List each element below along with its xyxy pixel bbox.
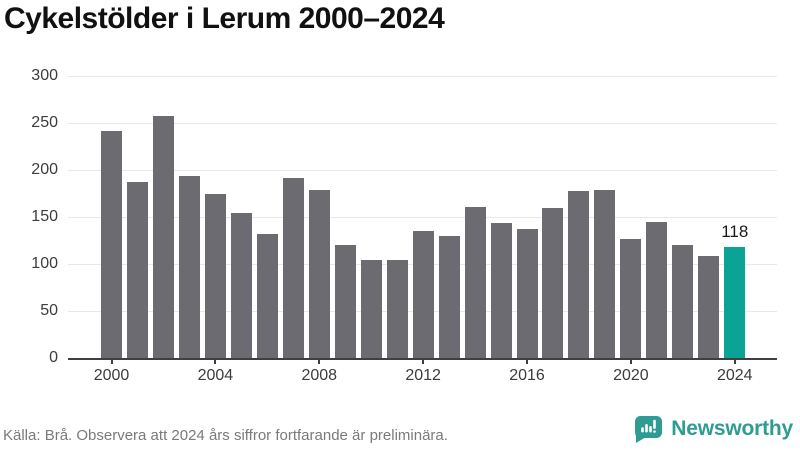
y-tick-label: 300 <box>31 67 58 84</box>
bar-2010 <box>360 260 382 358</box>
bar-2017 <box>542 207 564 358</box>
x-tick-mark <box>422 358 425 364</box>
bar-2011 <box>386 260 408 358</box>
bar-2024-highlight <box>724 247 746 358</box>
bar-2014 <box>464 206 486 358</box>
y-tick-label: 0 <box>49 349 58 366</box>
bar-2000 <box>101 131 122 358</box>
x-tick-mark <box>733 358 736 364</box>
plot-area <box>68 76 777 360</box>
bar-2001 <box>126 182 148 358</box>
bar-2009 <box>334 245 356 358</box>
x-tick-mark <box>214 358 217 364</box>
x-tick-label: 2016 <box>509 367 545 384</box>
x-tick-mark <box>318 358 321 364</box>
newsworthy-logo-icon <box>634 415 663 444</box>
bar-2003 <box>178 175 200 358</box>
x-tick-label: 2000 <box>93 367 130 384</box>
gridline <box>68 170 777 171</box>
gridline <box>68 217 777 218</box>
x-tick-label: 2020 <box>613 367 649 384</box>
bar-2018 <box>568 190 590 358</box>
gridline <box>68 123 777 124</box>
y-tick-label: 100 <box>31 255 58 272</box>
bar-2007 <box>282 177 304 358</box>
y-tick-label: 150 <box>31 208 58 225</box>
bar-2020 <box>620 238 642 358</box>
bar-2008 <box>308 189 330 358</box>
x-tick-mark <box>526 358 529 364</box>
bar-2012 <box>412 231 434 358</box>
y-tick-label: 250 <box>31 114 58 131</box>
bar-2013 <box>438 235 460 358</box>
x-tick-label: 2004 <box>197 367 234 384</box>
bar-2002 <box>152 116 174 358</box>
highlight-value-label: 118 <box>721 222 749 242</box>
bar-2022 <box>672 245 694 358</box>
bar-2015 <box>490 222 512 358</box>
x-tick-mark <box>110 358 113 364</box>
bar-2004 <box>204 194 226 358</box>
newsworthy-logo-text: Newsworthy <box>671 417 793 440</box>
bar-2005 <box>230 213 252 358</box>
source-note: Källa: Brå. Observera att 2024 års siffr… <box>3 427 448 444</box>
x-tick-label: 2012 <box>405 367 441 384</box>
x-tick-label: 2008 <box>301 367 338 384</box>
y-tick-label: 50 <box>40 302 58 319</box>
bar-2021 <box>646 221 668 358</box>
bar-2023 <box>698 255 720 358</box>
bar-2006 <box>256 233 278 358</box>
x-axis: 2000 2004 2008 2012 2016 2020 2024 <box>68 358 777 398</box>
x-tick-label: 2024 <box>716 367 753 384</box>
chart-title: Cykelstölder i Lerum 2000–2024 <box>4 2 445 35</box>
newsworthy-logo: Newsworthy <box>634 413 793 445</box>
y-tick-label: 200 <box>31 161 58 178</box>
x-tick-mark <box>629 358 632 364</box>
bar-2019 <box>594 189 616 358</box>
bar-2016 <box>516 229 538 358</box>
gridline <box>68 76 777 77</box>
y-axis: 0 50 100 150 200 250 300 <box>0 0 58 450</box>
